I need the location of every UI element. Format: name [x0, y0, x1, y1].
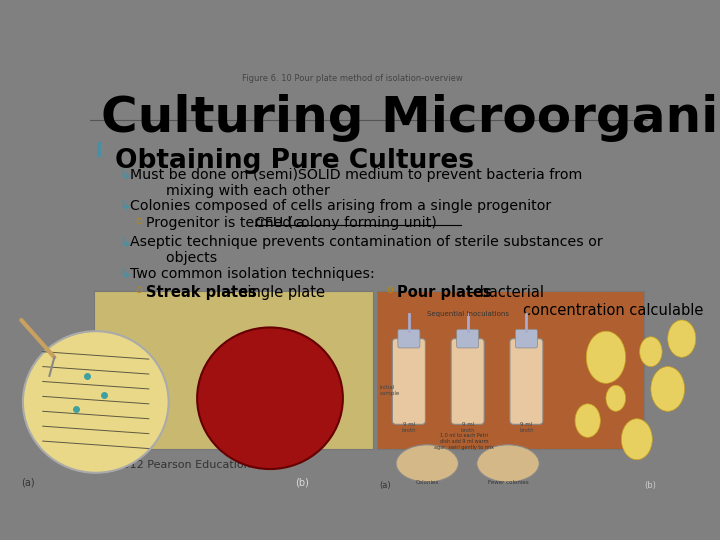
Text: 9 ml
broth: 9 ml broth	[460, 422, 475, 433]
Text: Two common isolation techniques:: Two common isolation techniques:	[130, 267, 375, 281]
Text: o: o	[136, 216, 143, 226]
Text: Figure 6. 10 Pour plate method of isolation-overview: Figure 6. 10 Pour plate method of isolat…	[242, 74, 463, 83]
Text: ↳: ↳	[119, 235, 130, 249]
Text: (b): (b)	[644, 481, 656, 490]
Text: Streak plates: Streak plates	[145, 285, 256, 300]
Text: o: o	[136, 285, 143, 295]
Text: (a): (a)	[22, 478, 35, 488]
Text: Obtaining Pure Cultures: Obtaining Pure Cultures	[115, 148, 474, 174]
Circle shape	[667, 320, 696, 357]
Text: ↳: ↳	[119, 199, 130, 213]
Circle shape	[621, 418, 652, 460]
FancyBboxPatch shape	[96, 142, 101, 157]
Text: 9 ml
broth: 9 ml broth	[519, 422, 534, 433]
FancyBboxPatch shape	[451, 339, 484, 424]
FancyBboxPatch shape	[516, 329, 537, 348]
Text: Culturing Microorganisms: Culturing Microorganisms	[101, 94, 720, 142]
Text: (a): (a)	[379, 481, 391, 490]
Ellipse shape	[477, 445, 539, 482]
FancyBboxPatch shape	[510, 339, 543, 424]
Text: (b): (b)	[295, 478, 309, 488]
FancyBboxPatch shape	[392, 339, 426, 424]
Text: o: o	[387, 285, 394, 295]
FancyBboxPatch shape	[456, 329, 479, 348]
Text: Aseptic technique prevents contamination of sterile substances or
        object: Aseptic technique prevents contamination…	[130, 235, 603, 266]
Text: 1.0 ml to each Petri
dish add 9 ml warm
agar; swirl gently to mix: 1.0 ml to each Petri dish add 9 ml warm …	[434, 433, 494, 450]
Text: Sequential Inoculations: Sequential Inoculations	[427, 311, 508, 318]
Text: © 2012 Pearson Education Inc.: © 2012 Pearson Education Inc.	[101, 460, 274, 470]
Text: ↳: ↳	[119, 267, 130, 281]
Text: Colonies composed of cells arising from a single progenitor: Colonies composed of cells arising from …	[130, 199, 552, 213]
Ellipse shape	[396, 445, 459, 482]
Circle shape	[639, 337, 662, 367]
Text: ↳: ↳	[119, 168, 130, 182]
Text: 9 ml
broth: 9 ml broth	[402, 422, 416, 433]
Circle shape	[651, 367, 685, 411]
Text: Must be done on (semi)SOLID medium to prevent bacteria from
        mixing with : Must be done on (semi)SOLID medium to pr…	[130, 168, 582, 198]
Circle shape	[586, 331, 626, 383]
Text: Colonies: Colonies	[415, 480, 439, 485]
Text: – bacterial
             concentration calculable: – bacterial concentration calculable	[463, 285, 703, 318]
Text: Progenitor is termed a: Progenitor is termed a	[145, 216, 309, 229]
Text: Initial
sample: Initial sample	[379, 384, 400, 395]
Circle shape	[606, 385, 626, 411]
Ellipse shape	[23, 331, 168, 473]
Circle shape	[575, 404, 600, 437]
Text: CFU (colony forming unit): CFU (colony forming unit)	[255, 216, 436, 229]
FancyBboxPatch shape	[398, 329, 420, 348]
Text: – single plate: – single plate	[222, 285, 325, 300]
Ellipse shape	[197, 327, 343, 469]
FancyBboxPatch shape	[377, 292, 644, 449]
Text: Fewer colonies: Fewer colonies	[487, 480, 528, 485]
FancyBboxPatch shape	[94, 292, 374, 449]
Text: Pour plates: Pour plates	[397, 285, 492, 300]
